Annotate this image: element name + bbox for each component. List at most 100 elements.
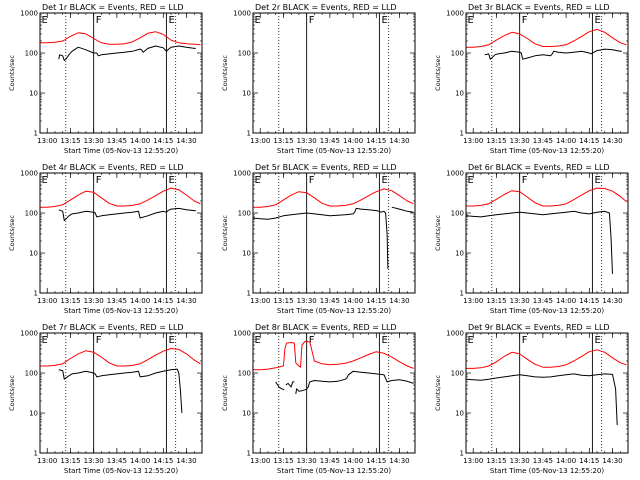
chart-title: Det 7r BLACK = Events, RED = LLD bbox=[42, 323, 184, 332]
flag-label: E bbox=[381, 15, 387, 26]
chart-title: Det 8r BLACK = Events, RED = LLD bbox=[255, 323, 397, 332]
x-tick-label: 14:00 bbox=[343, 137, 363, 145]
series-line-events bbox=[466, 210, 613, 274]
y-tick-label: 10 bbox=[455, 250, 464, 258]
x-tick-label: 14:00 bbox=[343, 297, 363, 305]
flag-label: E bbox=[255, 335, 261, 346]
flag-label: E bbox=[468, 15, 474, 26]
x-tick-label: 13:15 bbox=[60, 457, 80, 465]
y-tick-label: 100 bbox=[238, 210, 251, 218]
chart-title: Det 9r BLACK = Events, RED = LLD bbox=[468, 323, 610, 332]
x-tick-label: 13:15 bbox=[273, 297, 293, 305]
y-tick-label: 10 bbox=[455, 410, 464, 418]
chart-panel-2: Det 2r BLACK = Events, RED = LLD Counts/s… bbox=[221, 3, 416, 155]
x-tick-label: 14:30 bbox=[389, 297, 409, 305]
series-line-events bbox=[466, 373, 618, 426]
plot-frame bbox=[465, 332, 629, 454]
series-line-events bbox=[285, 381, 295, 388]
x-tick-label: 13:15 bbox=[486, 297, 506, 305]
x-tick-label: 13:30 bbox=[84, 457, 104, 465]
flag-label: E bbox=[255, 15, 261, 26]
chart-title: Det 1r BLACK = Events, RED = LLD bbox=[42, 3, 184, 12]
y-tick-label: 1000 bbox=[446, 10, 464, 18]
y-tick-label: 10 bbox=[242, 90, 251, 98]
series-line-events bbox=[253, 207, 389, 269]
flag-label: E bbox=[468, 175, 474, 186]
series-line-lld bbox=[40, 31, 201, 46]
x-tick-label: 13:30 bbox=[297, 137, 317, 145]
y-tick-label: 1000 bbox=[20, 170, 38, 178]
series-layer bbox=[466, 349, 627, 426]
plot-frame bbox=[252, 332, 416, 454]
flag-label: F bbox=[309, 175, 315, 186]
chart-panel-4: Det 4r BLACK = Events, RED = LLD Counts/s… bbox=[8, 163, 203, 315]
x-tick-label: 14:00 bbox=[343, 457, 363, 465]
x-tick-label: 13:45 bbox=[533, 297, 553, 305]
x-axis-label: Start Time (05-Nov-13 12:55:20) bbox=[277, 467, 391, 475]
y-axis-label: Counts/sec bbox=[434, 55, 442, 91]
series-line-lld bbox=[466, 349, 627, 369]
x-tick-label: 14:15 bbox=[153, 457, 173, 465]
y-axis-label: Counts/sec bbox=[8, 55, 16, 91]
series-line-lld bbox=[253, 188, 414, 208]
series-layer bbox=[253, 340, 414, 394]
x-axis-label: Start Time (05-Nov-13 12:55:20) bbox=[277, 147, 391, 155]
x-tick-label: 13:15 bbox=[486, 457, 506, 465]
x-tick-label: 13:30 bbox=[510, 457, 530, 465]
x-tick-label: 13:15 bbox=[60, 297, 80, 305]
x-tick-label: 14:15 bbox=[153, 137, 173, 145]
x-tick-label: 14:30 bbox=[602, 137, 622, 145]
series-layer bbox=[40, 348, 201, 414]
series-line-events bbox=[295, 370, 414, 394]
x-axis-label: Start Time (05-Nov-13 12:55:20) bbox=[64, 307, 178, 315]
x-tick-label: 14:30 bbox=[602, 457, 622, 465]
x-tick-label: 14:30 bbox=[176, 457, 196, 465]
plot-frame bbox=[465, 172, 629, 294]
y-tick-label: 10 bbox=[29, 250, 38, 258]
x-tick-label: 13:30 bbox=[297, 457, 317, 465]
x-tick-label: 14:30 bbox=[389, 457, 409, 465]
flag-label: F bbox=[309, 335, 315, 346]
y-axis-label: Counts/sec bbox=[434, 375, 442, 411]
x-tick-label: 13:00 bbox=[250, 297, 270, 305]
flag-label: F bbox=[96, 335, 102, 346]
y-tick-label: 10 bbox=[455, 90, 464, 98]
x-tick-label: 14:00 bbox=[556, 297, 576, 305]
x-tick-label: 14:30 bbox=[176, 297, 196, 305]
y-tick-label: 1 bbox=[247, 130, 251, 138]
x-tick-label: 14:00 bbox=[130, 137, 150, 145]
x-tick-label: 13:30 bbox=[510, 297, 530, 305]
x-tick-label: 13:00 bbox=[37, 137, 57, 145]
y-tick-label: 1 bbox=[247, 450, 251, 458]
x-tick-label: 13:45 bbox=[107, 137, 127, 145]
x-tick-label: 14:15 bbox=[579, 457, 599, 465]
chart-panel-1: Det 1r BLACK = Events, RED = LLD Counts/s… bbox=[8, 3, 203, 155]
x-axis-label: Start Time (05-Nov-13 12:55:20) bbox=[64, 467, 178, 475]
series-layer bbox=[466, 187, 627, 274]
series-line-events bbox=[391, 206, 414, 213]
x-tick-label: 13:00 bbox=[250, 137, 270, 145]
y-axis-label: Counts/sec bbox=[221, 375, 229, 411]
chart-title: Det 6r BLACK = Events, RED = LLD bbox=[468, 163, 610, 172]
flag-label: E bbox=[168, 175, 174, 186]
flag-label: F bbox=[522, 175, 528, 186]
flag-label: E bbox=[168, 15, 174, 26]
x-tick-label: 13:45 bbox=[533, 137, 553, 145]
y-tick-label: 1000 bbox=[20, 10, 38, 18]
series-line-events bbox=[58, 45, 196, 61]
chart-panel-6: Det 6r BLACK = Events, RED = LLD Counts/s… bbox=[434, 163, 629, 315]
y-tick-label: 10 bbox=[242, 250, 251, 258]
flag-label: F bbox=[522, 15, 528, 26]
flag-label: F bbox=[96, 15, 102, 26]
x-tick-label: 13:15 bbox=[60, 137, 80, 145]
plot-frame bbox=[252, 172, 416, 294]
y-tick-label: 1 bbox=[247, 290, 251, 298]
y-tick-label: 1 bbox=[34, 130, 38, 138]
y-tick-label: 100 bbox=[451, 50, 464, 58]
series-line-lld bbox=[466, 187, 627, 207]
chart-panel-9: Det 9r BLACK = Events, RED = LLD Counts/s… bbox=[434, 323, 629, 475]
chart-panel-7: Det 7r BLACK = Events, RED = LLD Counts/s… bbox=[8, 323, 203, 475]
x-tick-label: 14:30 bbox=[389, 137, 409, 145]
y-tick-label: 1 bbox=[34, 290, 38, 298]
